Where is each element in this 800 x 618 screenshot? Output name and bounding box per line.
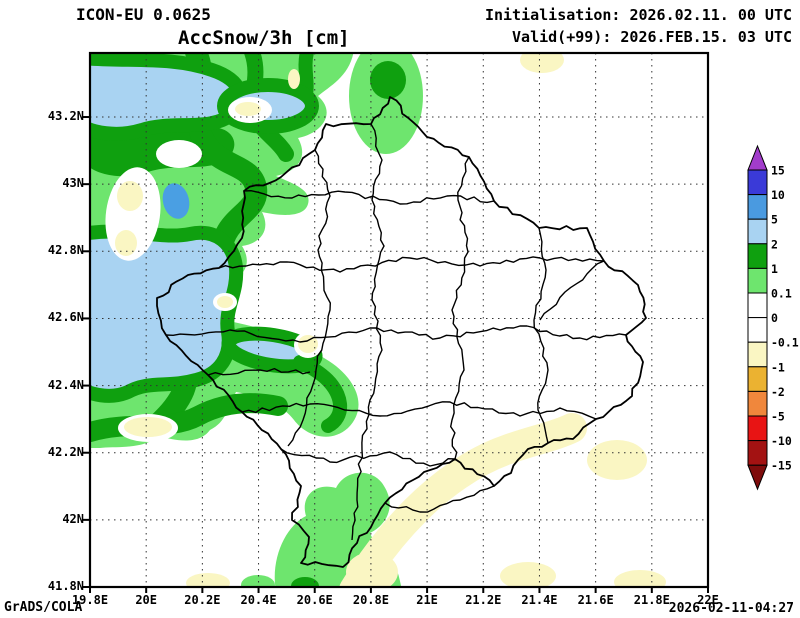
municipality-border <box>384 485 495 513</box>
colorbar-tick-label: 0.1 <box>771 287 792 301</box>
colorbar-tick-label: -1 <box>771 360 785 374</box>
plot-title: AccSnow/3h [cm] <box>178 27 350 49</box>
valid-time: Valid(+99): 2026.FEB.15. 03 UTC <box>512 28 792 46</box>
colorbar-tick-label: 5 <box>771 213 778 227</box>
colorbar-tick-label: -15 <box>771 459 792 473</box>
colorbar-segment <box>747 267 768 294</box>
grid-lines <box>90 53 708 587</box>
map-frame <box>88 51 710 589</box>
colorbar-tick-label: 15 <box>771 164 785 178</box>
colorbar-tick-label: -2 <box>771 385 785 399</box>
municipality-border <box>533 227 549 444</box>
colorbar-arrow-top <box>747 144 768 171</box>
colorbar-tick-label: -0.1 <box>771 336 799 350</box>
colorbar-segment <box>747 366 768 392</box>
colorbar-tick-label: 0 <box>771 311 778 325</box>
colorbar-tick-label: 2 <box>771 237 778 251</box>
grads-credit: GrADS/COLA <box>4 600 83 615</box>
colorbar-segment <box>747 292 768 319</box>
snow-shading-field <box>90 53 666 587</box>
colorbar-segment <box>747 341 768 368</box>
colorbar-segment <box>747 440 768 466</box>
municipality-border <box>351 123 385 541</box>
colorbar-segment <box>747 390 768 417</box>
colorbar-arrow-bottom <box>747 464 768 491</box>
colorbar-segment <box>747 169 768 196</box>
municipality-border <box>450 156 470 460</box>
map-borders <box>156 96 647 568</box>
municipality-border <box>243 190 495 205</box>
colorbar-segment <box>747 243 768 269</box>
colorbar-tick-label: 1 <box>771 262 778 276</box>
colorbar-segment <box>747 415 768 442</box>
municipality-border <box>218 256 605 273</box>
axis-ticks <box>83 116 709 593</box>
colorbar-segment <box>747 317 768 343</box>
colorbar-segment <box>747 218 768 245</box>
colorbar: 15 10 5 2 1 0.1 0 -0.1 -1 -2 -5 -10 -15 <box>747 144 799 491</box>
colorbar-tick-label: -5 <box>771 410 785 424</box>
municipality-border <box>241 401 597 420</box>
municipality-border <box>280 448 456 467</box>
creation-timestamp: 2026-02-11-04:27 <box>668 601 794 616</box>
model-name: ICON-EU 0.0625 <box>76 5 211 24</box>
municipality-border <box>539 260 605 321</box>
municipality-border <box>165 325 627 343</box>
municipality-border <box>207 367 311 376</box>
colorbar-tick-label: -10 <box>771 434 792 448</box>
municipality-border <box>287 149 331 447</box>
colorbar-segment <box>747 194 768 220</box>
colorbar-tick-label: 10 <box>771 188 785 202</box>
kosovo-outer-border <box>156 96 647 568</box>
initialisation-time: Initialisation: 2026.02.11. 00 UTC <box>484 6 792 24</box>
